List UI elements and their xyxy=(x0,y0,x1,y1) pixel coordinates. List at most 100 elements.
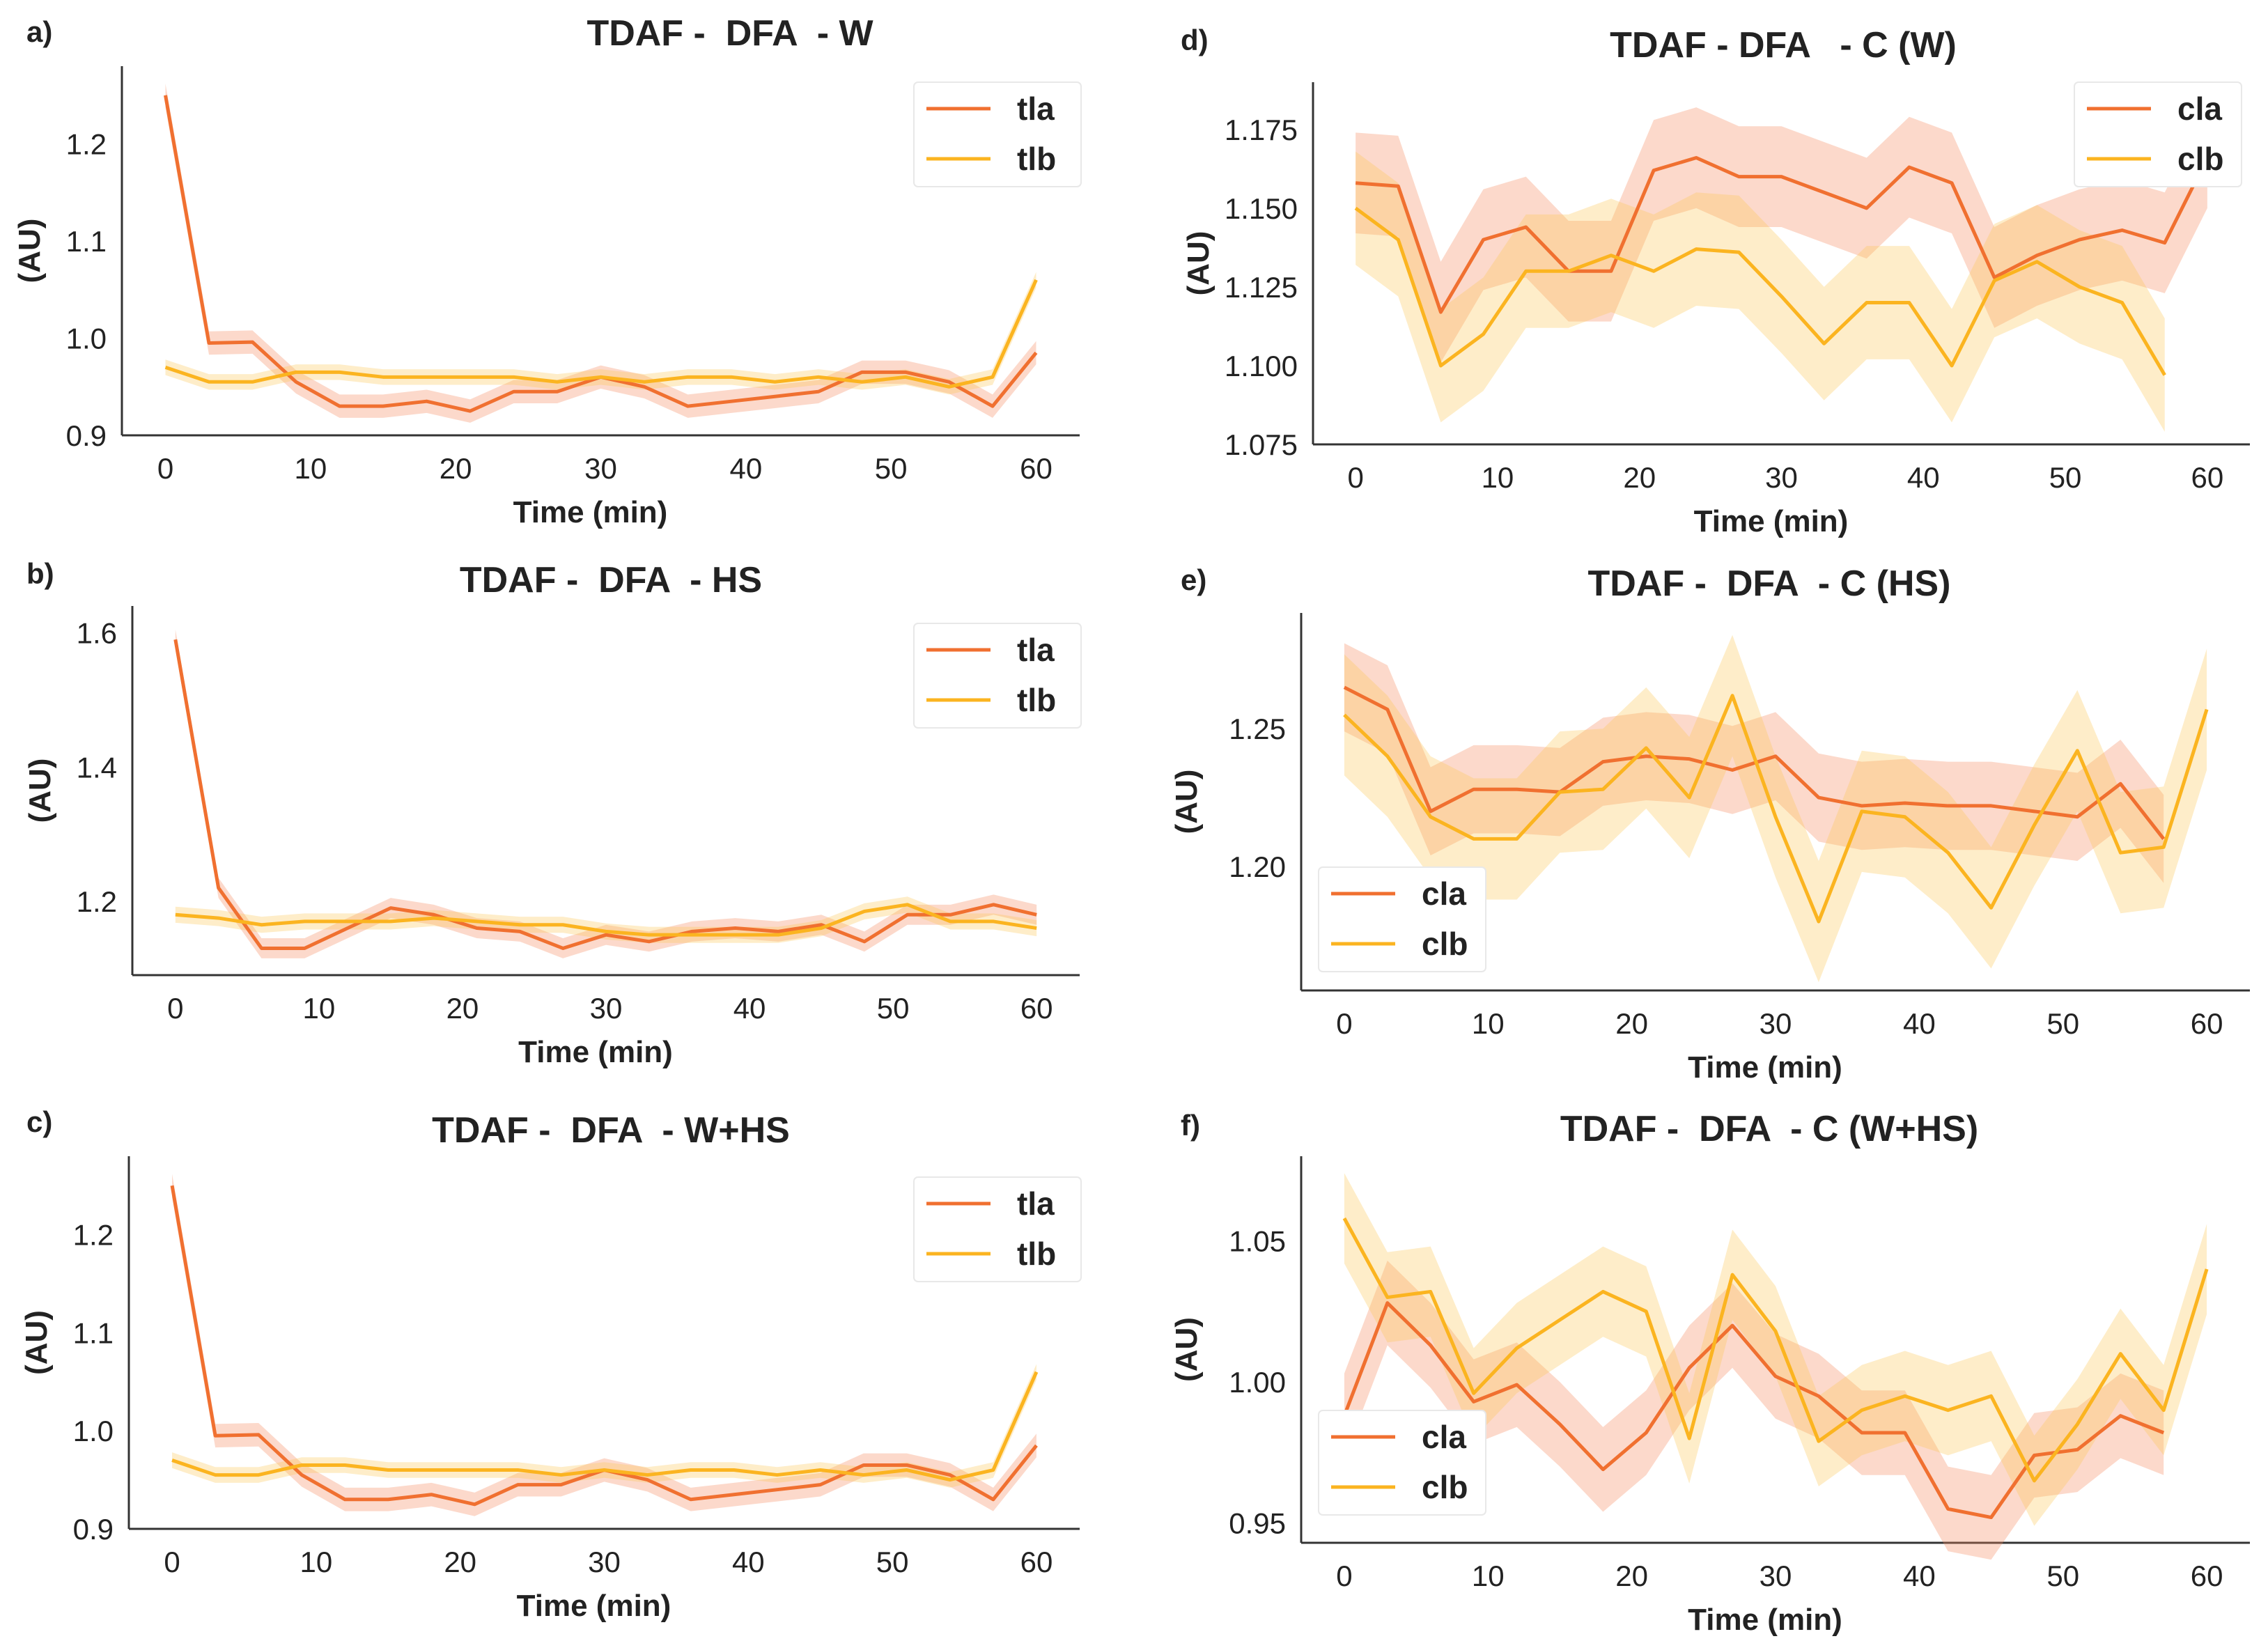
series-tlb-band xyxy=(175,896,1037,943)
chart-panel-5: e) TDAF - DFA - C (HS) 0 10 20 30 40 50 60 1.20 1.… xyxy=(1170,563,2250,1084)
series-clb-band xyxy=(1344,635,2207,983)
x-tick-label: 60 xyxy=(1020,1546,1053,1578)
legend-label-cla: cla xyxy=(1422,876,1466,912)
y-tick-label: 1.6 xyxy=(77,617,117,650)
y-tick-label: 1.2 xyxy=(77,885,117,918)
chart-panel-3: c) TDAF - DFA - W+HS 0 10 20 30 40 50 60 0.9 1.0 1.… xyxy=(20,1105,1082,1623)
chart-title: TDAF - DFA - W+HS xyxy=(432,1110,790,1151)
x-axis-title: Time (min) xyxy=(517,1589,671,1623)
series-tlb-line xyxy=(171,1371,1039,1482)
x-tick-label: 50 xyxy=(876,1546,909,1578)
x-tick-label: 10 xyxy=(294,452,327,485)
x-tick-label: 0 xyxy=(167,992,183,1025)
y-tick-label: 1.0 xyxy=(66,322,107,355)
y-axis-title: (AU) xyxy=(20,1310,54,1375)
legend-label-tlb: tlb xyxy=(1017,1236,1056,1272)
x-tick-label: 60 xyxy=(1020,992,1053,1025)
y-tick-label: 1.05 xyxy=(1229,1225,1286,1258)
chart-title: TDAF - DFA - C (HS) xyxy=(1588,563,1951,604)
chart-panel-2: b) TDAF - DFA - HS 0 10 20 30 40 50 60 1.2 1.4 1.6 T… xyxy=(23,557,1082,1069)
x-tick-label: 0 xyxy=(164,1546,180,1578)
series-clb-band xyxy=(1344,1173,2207,1526)
legend-label-tla: tla xyxy=(1017,632,1055,668)
legend: cla clb xyxy=(2074,81,2242,187)
chart-title: TDAF - DFA - HS xyxy=(460,560,762,600)
legend-label-clb: clb xyxy=(1422,926,1468,962)
x-tick-label: 30 xyxy=(1760,1560,1792,1592)
y-tick-label: 1.150 xyxy=(1225,192,1298,225)
chart-panel-4: d) TDAF - DFA - C (W) 0 10 20 30 40 50 60 1.075 1.… xyxy=(1181,24,2250,538)
series-cla-line xyxy=(1355,156,2209,314)
x-tick-label: 20 xyxy=(1615,1560,1648,1592)
x-axis-title: Time (min) xyxy=(1688,1603,1842,1637)
chart-title: TDAF - DFA - C (W) xyxy=(1610,25,1957,65)
series-tlb-line xyxy=(175,903,1037,937)
x-tick-label: 40 xyxy=(1903,1007,1936,1040)
x-tick-label: 40 xyxy=(733,992,766,1025)
x-tick-label: 10 xyxy=(300,1546,333,1578)
series-cla-band xyxy=(1344,1260,2164,1560)
legend-label-tlb: tlb xyxy=(1017,141,1056,177)
y-tick-label: 0.9 xyxy=(66,419,107,452)
series-cla-band xyxy=(1356,107,2207,363)
x-tick-label: 50 xyxy=(2046,1007,2079,1040)
y-tick-label: 1.25 xyxy=(1229,713,1286,745)
panel-label: c) xyxy=(26,1105,52,1138)
legend-label-clb: clb xyxy=(2177,141,2223,177)
x-tick-label: 40 xyxy=(729,452,762,485)
panel-label: d) xyxy=(1181,24,1209,56)
x-tick-label: 10 xyxy=(303,992,336,1025)
y-tick-label: 1.175 xyxy=(1225,114,1298,146)
y-axis-title: (AU) xyxy=(1181,231,1215,296)
panel-label: a) xyxy=(26,15,52,48)
legend-label-cla: cla xyxy=(2177,91,2222,127)
y-axis-title: (AU) xyxy=(1170,1317,1204,1382)
y-tick-label: 1.00 xyxy=(1229,1366,1286,1399)
legend: tla tlb xyxy=(913,1176,1082,1282)
x-tick-label: 30 xyxy=(1760,1007,1792,1040)
y-tick-label: 1.4 xyxy=(77,751,117,784)
x-tick-label: 0 xyxy=(1336,1007,1352,1040)
chart-title: TDAF - DFA - W xyxy=(587,13,873,54)
x-tick-label: 20 xyxy=(1623,461,1656,494)
x-tick-label: 30 xyxy=(584,452,617,485)
x-tick-label: 60 xyxy=(2191,461,2224,494)
x-tick-label: 50 xyxy=(877,992,910,1025)
series-tla-band xyxy=(165,84,1036,423)
y-tick-label: 1.1 xyxy=(66,225,107,258)
x-tick-label: 40 xyxy=(1903,1560,1936,1592)
y-tick-label: 1.125 xyxy=(1225,271,1298,304)
series-tla-line xyxy=(173,639,1037,950)
legend: tla tlb xyxy=(913,81,1082,187)
y-tick-label: 1.100 xyxy=(1225,350,1298,382)
series-tla-band xyxy=(172,1174,1036,1516)
x-tick-label: 30 xyxy=(1765,461,1798,494)
legend: cla clb xyxy=(1318,1410,1486,1516)
x-tick-label: 50 xyxy=(2046,1560,2079,1592)
x-axis-title: Time (min) xyxy=(1688,1050,1842,1084)
y-tick-label: 0.9 xyxy=(73,1513,114,1546)
legend-label-tlb: tlb xyxy=(1017,682,1056,718)
y-tick-label: 1.0 xyxy=(73,1415,114,1447)
x-axis-title: Time (min) xyxy=(513,495,668,529)
legend-label-cla: cla xyxy=(1422,1419,1466,1455)
x-tick-label: 0 xyxy=(1347,461,1363,494)
series-clb-line xyxy=(1342,1217,2209,1483)
x-tick-label: 40 xyxy=(732,1546,765,1578)
x-tick-label: 50 xyxy=(875,452,908,485)
x-tick-label: 10 xyxy=(1472,1560,1505,1592)
y-tick-label: 1.1 xyxy=(73,1316,114,1349)
y-tick-label: 0.95 xyxy=(1229,1507,1286,1540)
x-tick-label: 60 xyxy=(2191,1007,2223,1040)
x-tick-label: 20 xyxy=(440,452,472,485)
legend: cla clb xyxy=(1318,866,1486,972)
series-tlb-line xyxy=(164,279,1038,389)
legend-label-clb: clb xyxy=(1422,1469,1468,1505)
x-axis-title: Time (min) xyxy=(1694,504,1849,538)
x-tick-label: 10 xyxy=(1472,1007,1505,1040)
series-cla-line xyxy=(1343,685,2166,840)
chart-panel-6: f) TDAF - DFA - C (W+HS) 0 10 20 30 40 50 60 0.95… xyxy=(1170,1109,2250,1637)
x-tick-label: 10 xyxy=(1482,461,1514,494)
x-tick-label: 30 xyxy=(588,1546,621,1578)
x-axis-title: Time (min) xyxy=(518,1035,673,1069)
